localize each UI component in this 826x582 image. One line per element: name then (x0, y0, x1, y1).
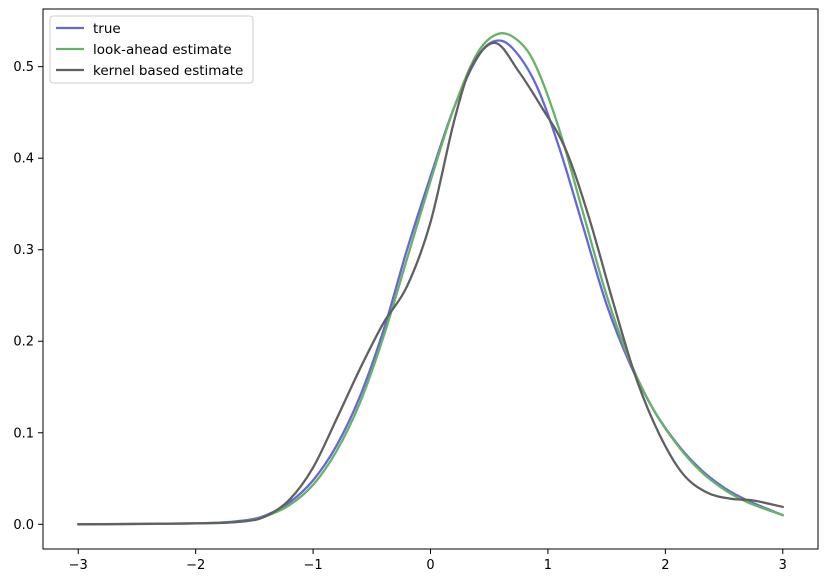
series-line-look-ahead-estimate (77, 32, 784, 526)
y-axis-ticks: 0.0 0.1 0.2 0.3 0.4 0.5 (13, 60, 43, 533)
y-tick-label: 0.0 (13, 518, 34, 533)
x-tick-label: 1 (544, 558, 552, 573)
legend-entries: true look-ahead estimate kernel based esti… (56, 21, 243, 79)
x-tick-label: −1 (303, 558, 322, 573)
legend-label-kernel-based-estimate: kernel based estimate (93, 63, 243, 79)
x-tick-label: 0 (426, 558, 434, 573)
plot-area (43, 9, 818, 549)
y-tick-label: 0.3 (13, 243, 34, 258)
series-line-kernel-based-estimate (77, 41, 784, 526)
legend-box (49, 15, 254, 84)
x-tick-label: 3 (779, 558, 787, 573)
y-tick-label: 0.2 (13, 335, 34, 350)
x-axis-ticks: −3 −2 −1 0 1 2 3 (69, 549, 787, 573)
x-tick-label: −2 (186, 558, 205, 573)
series-layer (77, 32, 784, 526)
legend-label-look-ahead-estimate: look-ahead estimate (93, 42, 232, 58)
y-tick-label: 0.4 (13, 152, 34, 167)
x-tick-label: −3 (69, 558, 88, 573)
y-tick-label: 0.5 (13, 60, 34, 75)
legend: true look-ahead estimate kernel based esti… (49, 15, 254, 84)
legend-label-true: true (93, 21, 121, 37)
x-tick-label: 2 (661, 558, 669, 573)
y-tick-label: 0.1 (13, 426, 34, 441)
plot-frame (43, 9, 818, 549)
